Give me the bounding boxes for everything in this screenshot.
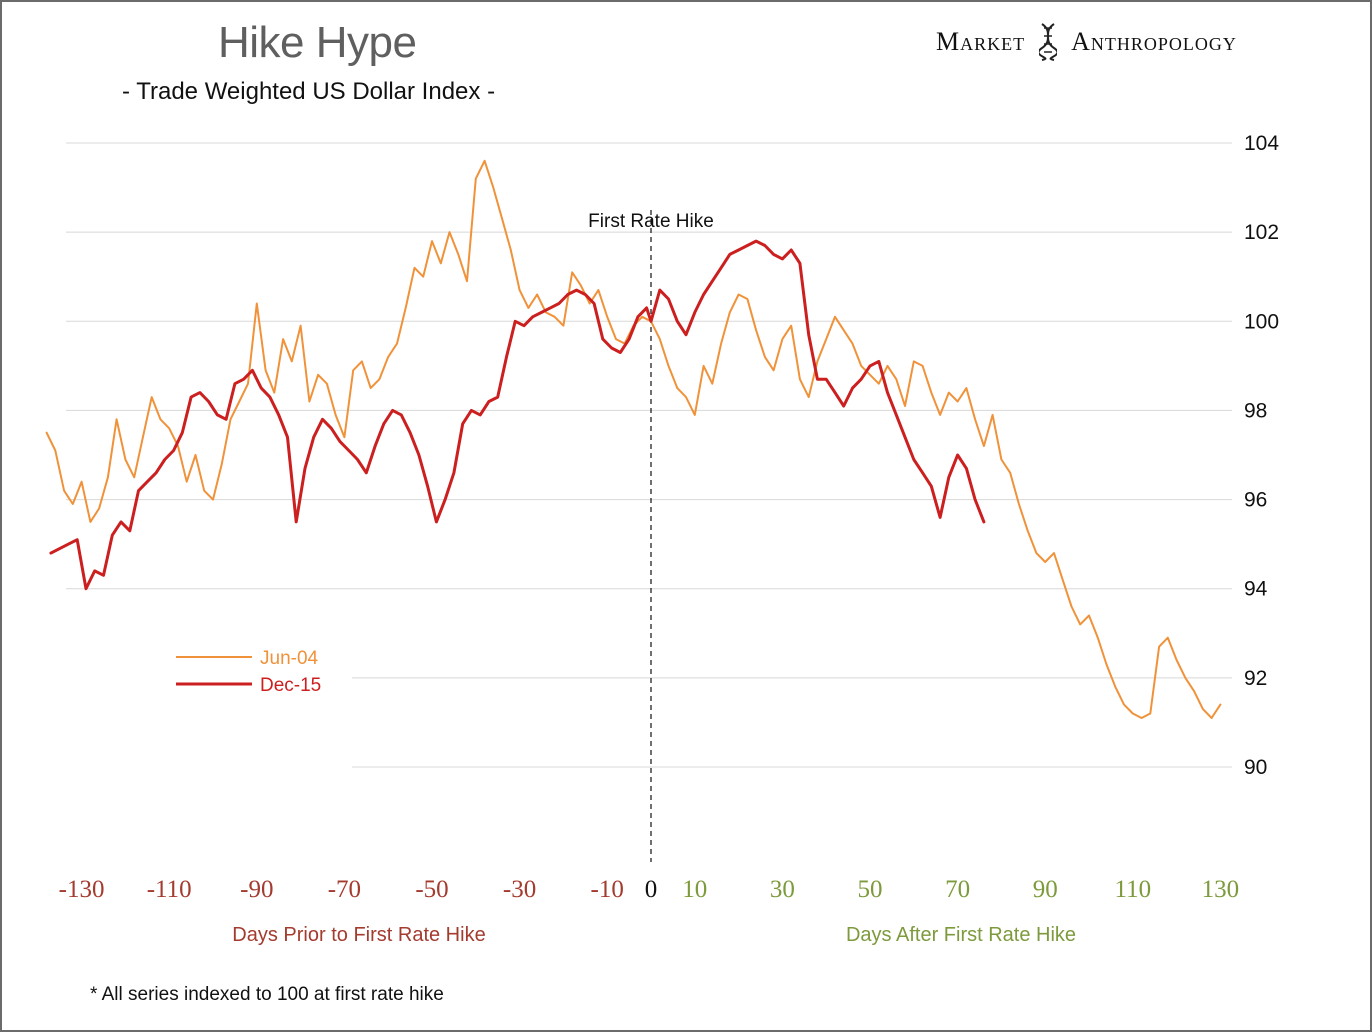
y-tick-label: 104	[1244, 132, 1279, 155]
x-tick-label: 130	[1202, 876, 1240, 903]
y-tick-label: 90	[1244, 756, 1267, 779]
brand-right: Anthropology	[1071, 27, 1237, 56]
legend-label: Jun-04	[260, 648, 319, 669]
y-tick-label: 102	[1244, 221, 1279, 244]
x-axis-label-prior: Days Prior to First Rate Hike	[232, 924, 485, 946]
series-line-dec-15	[49, 239, 986, 591]
y-tick-label: 94	[1244, 578, 1268, 601]
x-tick-label: 10	[682, 876, 707, 903]
legend-label: Dec-15	[260, 675, 321, 696]
x-tick-label: -110	[147, 876, 192, 903]
y-tick-label: 96	[1244, 489, 1267, 512]
x-tick-label: 90	[1033, 876, 1058, 903]
x-tick-label: 70	[945, 876, 970, 903]
x-tick-label: 50	[858, 876, 883, 903]
x-axis-label-after: Days After First Rate Hike	[846, 924, 1076, 946]
footnote: * All series indexed to 100 at first rat…	[90, 984, 444, 1005]
x-tick-label: 30	[770, 876, 795, 903]
y-tick-label: 98	[1244, 399, 1267, 422]
dna-icon	[1039, 23, 1058, 61]
brand-logo: Market Anthropology	[936, 22, 1237, 62]
x-tick-label: -70	[328, 876, 361, 903]
y-tick-label: 92	[1244, 667, 1267, 690]
x-tick-label: -50	[415, 876, 448, 903]
x-tick-label: -90	[240, 876, 273, 903]
x-tick-label: 0	[645, 876, 658, 903]
x-tick-label: -30	[503, 876, 536, 903]
brand-left: Market	[936, 27, 1026, 56]
x-tick-label: -130	[59, 876, 105, 903]
x-tick-label: -10	[591, 876, 624, 903]
series-line-jun-04	[45, 159, 1222, 719]
chart-title: Hike Hype	[218, 18, 417, 67]
first-rate-hike-annotation: First Rate Hike	[588, 211, 714, 232]
y-tick-label: 100	[1244, 310, 1279, 333]
x-tick-label: 110	[1115, 876, 1152, 903]
chart-subtitle: - Trade Weighted US Dollar Index -	[122, 78, 496, 105]
